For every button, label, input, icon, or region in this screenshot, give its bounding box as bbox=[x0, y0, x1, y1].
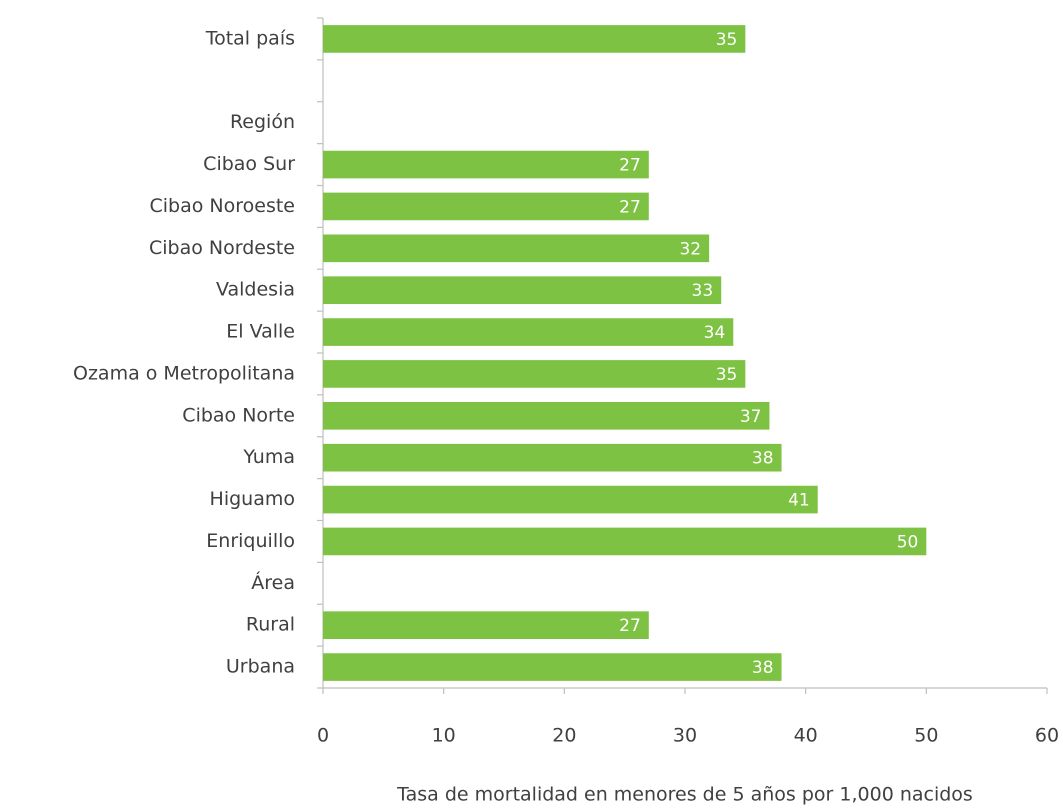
value-label: 34 bbox=[704, 323, 726, 343]
value-label: 50 bbox=[897, 532, 919, 552]
bar bbox=[323, 443, 782, 472]
y-tick-label: Total país bbox=[205, 27, 295, 49]
bar bbox=[323, 360, 746, 388]
y-tick-label: Región bbox=[230, 111, 295, 133]
y-tick-label: Cibao Norte bbox=[182, 404, 295, 426]
y-tick-label: Higuamo bbox=[210, 488, 295, 510]
bar bbox=[323, 25, 746, 53]
bar bbox=[323, 611, 649, 640]
x-tick-label: 0 bbox=[317, 725, 329, 747]
bar bbox=[323, 653, 782, 681]
y-tick-label: Área bbox=[251, 571, 295, 594]
y-tick-label: Rural bbox=[246, 614, 295, 636]
bar bbox=[323, 234, 710, 263]
value-label: 38 bbox=[752, 658, 774, 678]
bar bbox=[323, 527, 927, 556]
y-tick-label: Cibao Noroeste bbox=[150, 195, 296, 217]
x-tick-label: 60 bbox=[1035, 725, 1059, 747]
value-label: 33 bbox=[692, 281, 714, 301]
bar bbox=[323, 485, 818, 514]
y-tick-label: El Valle bbox=[226, 321, 295, 343]
value-label: 38 bbox=[752, 449, 774, 469]
value-label: 37 bbox=[740, 407, 762, 427]
value-label: 27 bbox=[619, 197, 641, 217]
bar bbox=[323, 318, 734, 346]
bar bbox=[323, 401, 770, 430]
y-tick-label: Ozama o Metropolitana bbox=[73, 362, 295, 384]
y-tick-label: Valdesia bbox=[216, 279, 295, 301]
x-tick-label: 50 bbox=[914, 725, 938, 747]
x-tick-label: 40 bbox=[794, 725, 818, 747]
y-tick-label: Enriquillo bbox=[206, 530, 295, 552]
x-tick-label: 30 bbox=[673, 725, 697, 747]
bar bbox=[323, 150, 649, 179]
y-tick-label: Cibao Sur bbox=[203, 153, 295, 175]
y-tick-label: Urbana bbox=[226, 656, 295, 678]
value-label: 27 bbox=[619, 156, 641, 176]
x-axis-title: Tasa de mortalidad en menores de 5 años … bbox=[396, 784, 973, 806]
x-tick-label: 10 bbox=[432, 725, 456, 747]
value-label: 35 bbox=[716, 365, 738, 385]
value-label: 27 bbox=[619, 616, 641, 636]
value-label: 35 bbox=[716, 30, 738, 50]
value-label: 32 bbox=[679, 239, 701, 259]
y-tick-label: Yuma bbox=[242, 446, 295, 468]
y-tick-label: Cibao Nordeste bbox=[149, 237, 295, 259]
value-label: 41 bbox=[788, 491, 810, 511]
bar bbox=[323, 192, 649, 221]
bar bbox=[323, 276, 722, 305]
x-tick-label: 20 bbox=[552, 725, 576, 747]
